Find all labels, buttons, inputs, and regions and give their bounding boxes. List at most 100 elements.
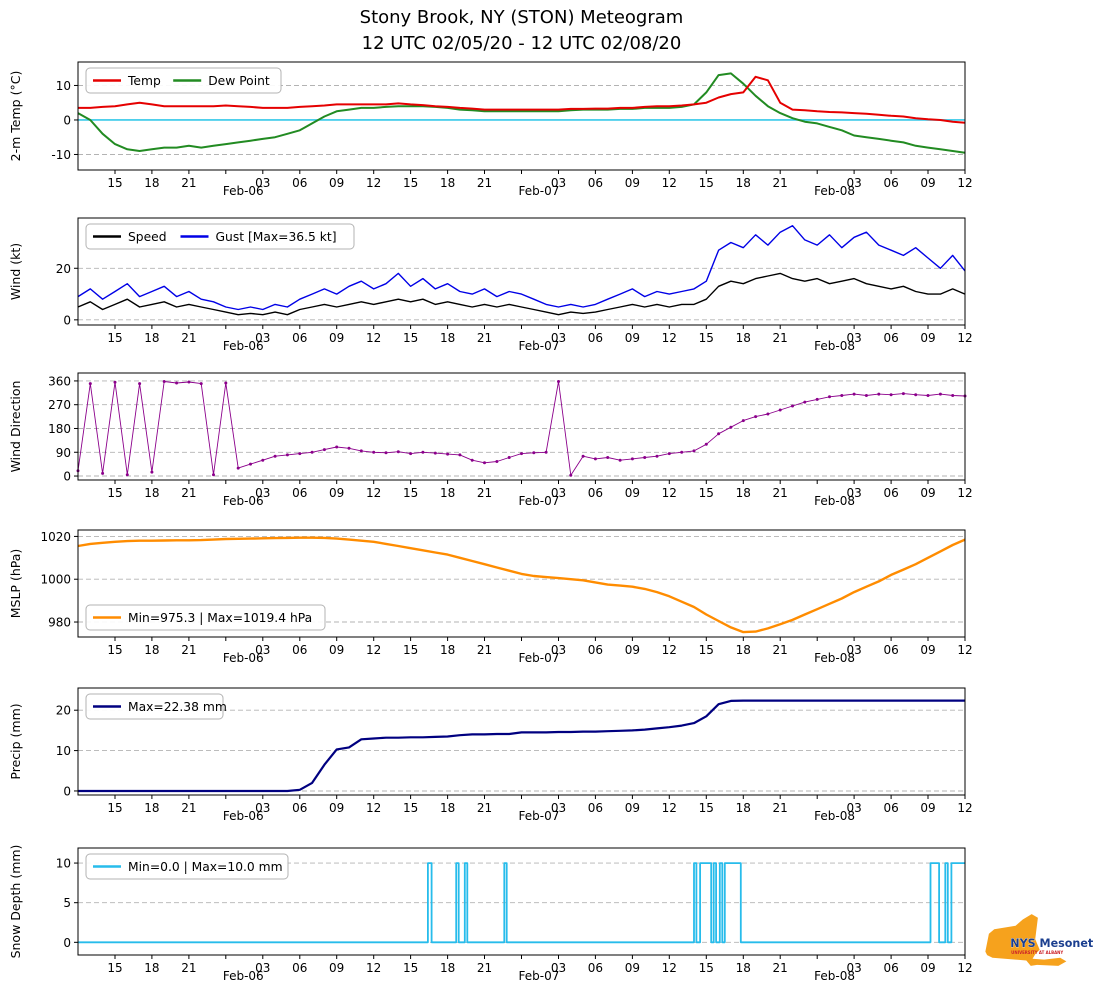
x-tick-label: 06 [883,331,898,345]
x-tick-label: 15 [699,801,714,815]
y-tick-label: 1000 [40,573,71,587]
y-tick-label: 0 [63,313,71,327]
wind-direction-marker [212,473,215,477]
wind-direction-marker [224,381,228,385]
x-tick-label: 15 [403,801,418,815]
x-tick-day-label: Feb-08 [814,651,855,665]
wind-direction-marker [926,394,930,397]
wind-direction-marker [741,419,745,423]
x-tick-label: 15 [107,961,122,975]
x-tick-label: 09 [329,961,344,975]
x-tick-label: 18 [736,176,751,190]
x-tick-label: 03 [255,331,270,345]
x-tick-label: 09 [920,961,935,975]
x-tick-label: 18 [144,643,159,657]
y-tick-label: 20 [56,704,71,718]
legend-box [85,223,355,250]
x-tick-label: 18 [440,486,455,500]
wind-direction-marker [310,450,314,454]
wind-direction-marker [680,450,684,454]
legend-precip: Max=22.38 mm [85,693,227,720]
x-tick-label: 15 [403,643,418,657]
x-tick-label: 21 [477,486,492,500]
wind-direction-marker [914,393,918,397]
x-tick-label: 21 [181,176,196,190]
x-tick-label: 12 [366,801,381,815]
y-tick-label: -10 [51,148,71,162]
x-tick-label: 12 [662,801,677,815]
wind-direction-marker [150,470,154,474]
y-tick-label: 10 [56,79,71,93]
wind-direction-marker [187,380,191,384]
x-tick-label: 15 [699,643,714,657]
wind-direction-marker [495,460,499,463]
x-tick-label: 06 [883,801,898,815]
x-tick-label: 21 [181,961,196,975]
wind-direction-marker [877,392,881,396]
wind-direction-marker [815,397,819,401]
x-tick-label: 09 [920,176,935,190]
wind-direction-marker [298,452,302,456]
x-tick-label: 18 [144,176,159,190]
x-tick-day-label: Feb-08 [814,494,855,508]
wind-direction-marker [125,473,129,477]
x-tick-label: 03 [551,486,566,500]
x-tick-label: 18 [144,486,159,500]
wind-direction-marker [520,452,523,456]
x-tick-label: 03 [255,961,270,975]
wind-direction-marker [372,450,376,454]
x-tick-label: 12 [366,486,381,500]
wind-direction-marker [717,432,721,436]
x-tick-label: 03 [551,643,566,657]
y-tick-label: 360 [48,374,71,388]
x-tick-label: 06 [588,486,603,500]
wind-direction-marker [101,471,105,475]
wind-direction-marker [704,442,708,446]
x-tick-day-label: Feb-07 [519,809,560,823]
x-tick-label: 18 [144,961,159,975]
wind-direction-marker [335,445,339,449]
x-tick-label: 15 [699,961,714,975]
wind-direction-marker [458,453,462,457]
wind-direction-marker [864,394,868,397]
y-axis-label: Wind Direction [8,381,23,473]
temp-series-line [78,75,966,124]
x-tick-label: 06 [292,176,307,190]
x-tick-label: 06 [588,331,603,345]
x-tick-label: 03 [551,176,566,190]
mslp-series-line [77,536,966,634]
y-tick-label: 10 [56,744,71,758]
wind-direction-marker [754,415,758,419]
chart-title: Stony Brook, NY (STON) Meteogram 12 UTC … [78,5,965,57]
y-axis-label: Wind (kt) [8,243,23,300]
x-tick-label: 06 [588,176,603,190]
x-tick-label: 15 [107,643,122,657]
chart-title-line1: Stony Brook, NY (STON) Meteogram [359,7,684,28]
x-tick-label: 12 [662,643,677,657]
x-tick-day-label: Feb-07 [519,184,560,198]
legend-label: Speed [128,230,167,244]
x-tick-label: 15 [107,801,122,815]
x-tick-label: 15 [699,486,714,500]
x-tick-label: 21 [477,643,492,657]
x-tick-label: 06 [883,961,898,975]
legend-label: Min=0.0 | Max=10.0 mm [128,860,283,875]
x-tick-day-label: Feb-07 [519,494,560,508]
wind-direction-marker [951,394,955,397]
wind-direction-marker [901,392,905,396]
y-tick-label: 0 [63,936,71,950]
ny-state-shape-icon [985,914,1067,966]
wind-direction-marker [618,458,622,462]
x-tick-label: 12 [957,331,972,345]
wind-direction-marker [630,457,634,461]
y-axis-label: MSLP (hPa) [8,549,23,619]
x-tick-label: 06 [588,643,603,657]
wind-direction-marker [852,392,856,396]
x-tick-label: 18 [440,961,455,975]
x-tick-label: 21 [773,801,788,815]
x-tick-label: 06 [883,176,898,190]
